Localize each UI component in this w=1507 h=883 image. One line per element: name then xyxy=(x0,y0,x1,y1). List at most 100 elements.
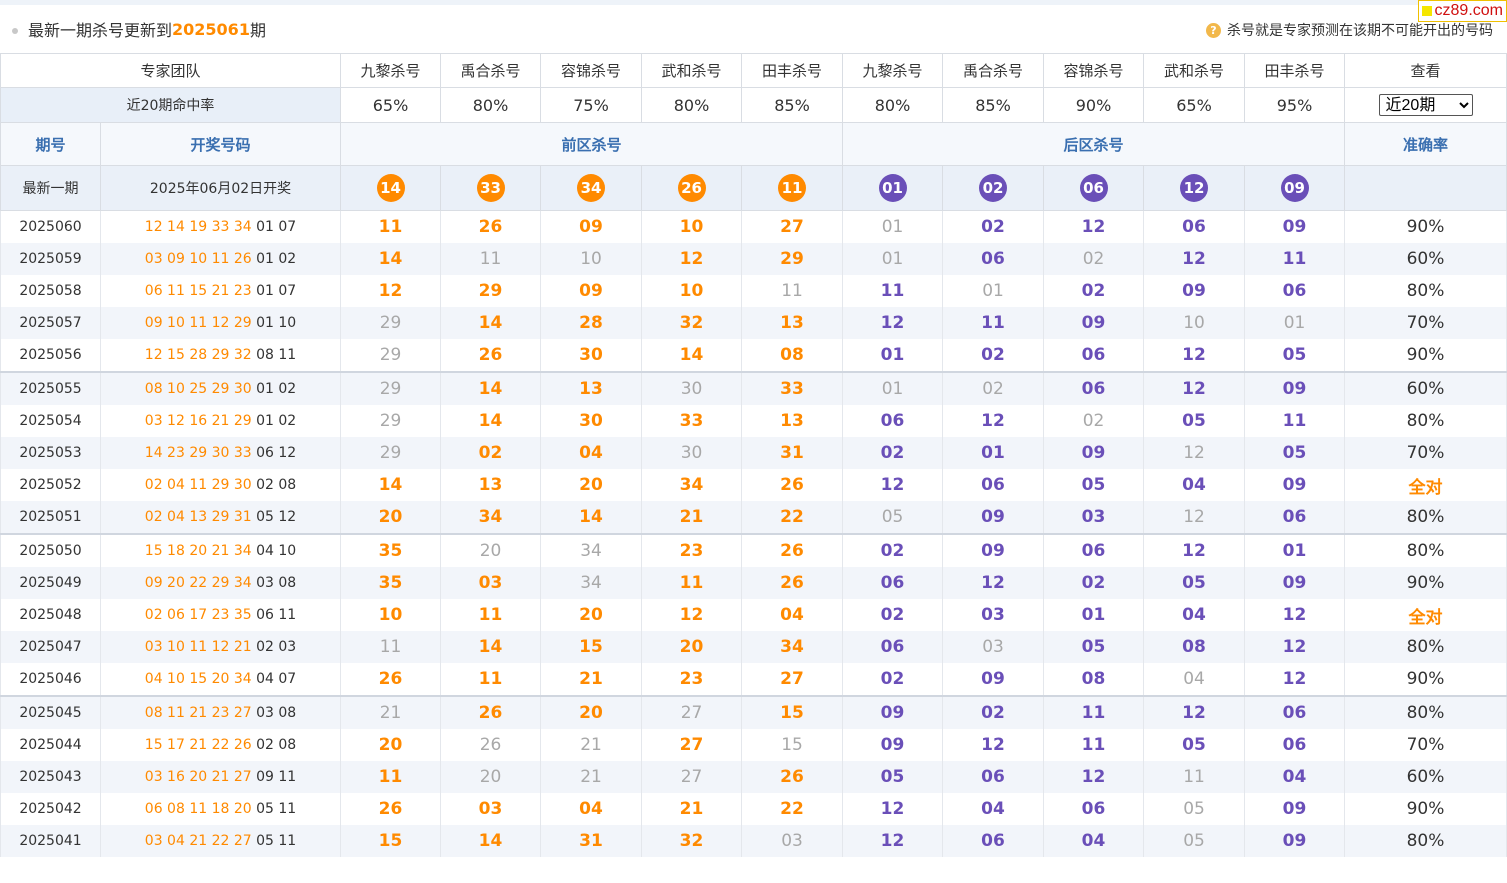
draw-numbers: 09 10 11 12 29 01 10 xyxy=(99,307,342,339)
front-kill-number: 14 xyxy=(440,307,542,339)
front-kill-number: 26 xyxy=(741,469,844,501)
back-kill-number: 05 xyxy=(842,501,944,535)
back-kill-number: 05 xyxy=(1143,405,1246,437)
table-row: 2025045 08 11 21 23 27 03 08 21 26 20 27 15 09 0… xyxy=(0,696,1507,729)
back-kill-number: 06 xyxy=(842,567,944,599)
front-kill-number: 11 xyxy=(741,275,844,307)
accuracy-value: 全对 xyxy=(1344,599,1507,631)
table-row: 2025060 12 14 19 33 34 01 07 11 26 09 10 27 01 0… xyxy=(0,210,1507,243)
back-kill-number: 12 xyxy=(942,729,1045,761)
hit-rate: 90% xyxy=(1043,87,1145,123)
front-kill-number: 26 xyxy=(741,567,844,599)
front-kill-number: 26 xyxy=(741,534,844,567)
draw-numbers: 09 20 22 29 34 03 08 xyxy=(99,567,342,599)
front-kill-number: 13 xyxy=(741,307,844,339)
draw-numbers: 03 10 11 12 21 02 03 xyxy=(99,631,342,663)
back-kill-number: 05 xyxy=(1043,469,1145,501)
accuracy-value: 80% xyxy=(1344,405,1507,437)
back-kill-number: 11 xyxy=(1244,243,1346,275)
front-kill-number: 09 xyxy=(540,275,643,307)
hit-rate-row: 近20期命中率 65% 80% 75% 80% 85% 80% 85% 90% … xyxy=(0,87,1507,123)
back-kill-number: 11 xyxy=(1043,696,1145,729)
expert-name: 容锦杀号 xyxy=(540,53,643,88)
back-kill-number: 09 xyxy=(1043,437,1145,469)
issue-number: 2025045 xyxy=(0,696,101,729)
accuracy-value: 90% xyxy=(1344,567,1507,599)
draw-numbers: 03 09 10 11 26 01 02 xyxy=(99,243,342,275)
back-kill-number: 12 xyxy=(1143,243,1246,275)
back-kill-number: 12 xyxy=(1244,631,1346,663)
back-kill-number: 09 xyxy=(942,663,1045,697)
front-kill-number: 10 xyxy=(641,210,743,243)
back-kill-number: 02 xyxy=(1043,275,1145,307)
back-kill-number: 11 xyxy=(842,275,944,307)
kill-number-note: ? 杀号就是专家预测在该期不可能开出的号码 xyxy=(1206,20,1493,40)
accuracy-value: 80% xyxy=(1344,275,1507,307)
back-kill-number: 09 xyxy=(942,534,1045,567)
back-kill-number: 06 xyxy=(1244,275,1346,307)
front-kill-number: 20 xyxy=(440,534,542,567)
front-kill-number: 20 xyxy=(340,501,442,535)
back-kill-number: 02 xyxy=(842,599,944,631)
back-kill-number: 02 xyxy=(842,437,944,469)
front-kill-number: 04 xyxy=(540,437,643,469)
front-kill-number: 31 xyxy=(540,825,643,857)
front-kill-number: 34 xyxy=(540,534,643,567)
back-kill-number: 12 xyxy=(842,793,944,825)
accuracy-value: 80% xyxy=(1344,631,1507,663)
front-kill-number: 03 xyxy=(440,793,542,825)
back-draw-numbers: 05 11 xyxy=(256,801,297,817)
front-kill-number: 03 xyxy=(741,825,844,857)
issue-number: 2025059 xyxy=(0,243,101,275)
front-kill-number: 27 xyxy=(741,663,844,697)
issue-number: 2025055 xyxy=(0,372,101,405)
front-draw-numbers: 02 04 13 29 31 xyxy=(144,509,252,525)
front-kill-number: 20 xyxy=(440,761,542,793)
front-kill-number: 26 xyxy=(440,339,542,373)
back-kill-number: 12 xyxy=(1143,372,1246,405)
front-kill-number: 34 xyxy=(440,501,542,535)
hit-rate: 80% xyxy=(641,87,743,123)
front-kill-number: 12 xyxy=(641,599,743,631)
draw-numbers: 08 11 21 23 27 03 08 xyxy=(99,696,342,729)
hit-rate: 95% xyxy=(1244,87,1346,123)
back-kill-number: 04 xyxy=(1143,469,1246,501)
back-kill-number: 06 xyxy=(1043,793,1145,825)
draw-numbers: 03 12 16 21 29 01 02 xyxy=(99,405,342,437)
front-kill-number: 30 xyxy=(641,372,743,405)
accuracy-value: 全对 xyxy=(1344,469,1507,501)
back-draw-numbers: 05 11 xyxy=(256,833,297,849)
draw-numbers: 04 10 15 20 34 04 07 xyxy=(99,663,342,697)
front-kill-number: 21 xyxy=(641,793,743,825)
front-kill-number: 30 xyxy=(540,405,643,437)
front-kill-number: 14 xyxy=(641,339,743,373)
expert-name: 九黎杀号 xyxy=(340,53,442,88)
back-kill-number: 01 xyxy=(842,210,944,243)
front-kill-number: 11 xyxy=(641,567,743,599)
front-draw-numbers: 08 10 25 29 30 xyxy=(144,381,252,397)
back-draw-numbers: 01 07 xyxy=(256,283,297,299)
period-select[interactable]: 近20期 xyxy=(1378,94,1473,116)
front-kill-number: 14 xyxy=(340,243,442,275)
latest-prediction-row: 最新一期 2025年06月02日开奖 14 33 34 26 11 01 02 … xyxy=(0,165,1507,211)
bullet-dot-icon xyxy=(12,28,18,34)
back-kill-number: 09 xyxy=(1244,567,1346,599)
back-kill-number: 01 xyxy=(942,437,1045,469)
back-kill-number: 12 xyxy=(942,567,1045,599)
back-kill-number: 02 xyxy=(842,534,944,567)
front-kill-number: 10 xyxy=(540,243,643,275)
front-kill-number: 26 xyxy=(340,793,442,825)
latest-date: 2025年06月02日开奖 xyxy=(99,165,342,211)
back-kill-number: 06 xyxy=(1043,339,1145,373)
back-kill-number: 02 xyxy=(942,339,1045,373)
table-row: 2025058 06 11 15 21 23 01 07 12 29 09 10 11 11 0… xyxy=(0,275,1507,307)
back-kill-number: 09 xyxy=(842,729,944,761)
front-kill-ball: 26 xyxy=(677,174,706,202)
front-kill-number: 20 xyxy=(540,696,643,729)
front-kill-number: 14 xyxy=(440,405,542,437)
front-kill-number: 23 xyxy=(641,663,743,697)
front-draw-numbers: 03 10 11 12 21 xyxy=(144,639,252,655)
front-draw-numbers: 12 15 28 29 32 xyxy=(144,347,252,363)
view-label: 查看 xyxy=(1344,53,1507,88)
hit-rate: 65% xyxy=(1143,87,1246,123)
